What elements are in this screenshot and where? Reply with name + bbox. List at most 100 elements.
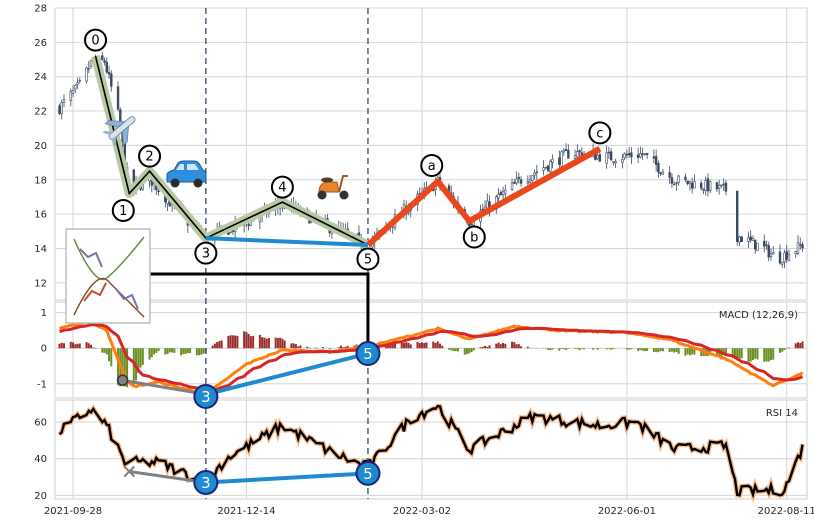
macd-hist-bar (212, 346, 214, 349)
macd-hist-bar (214, 344, 216, 349)
candle-body (70, 91, 72, 100)
wave-label-text: 2 (145, 150, 153, 165)
x-tick-label: 2022-03-02 (393, 506, 451, 517)
macd-hist-bar (79, 343, 81, 348)
macd-hist-bar (155, 348, 157, 353)
candle-body (248, 224, 250, 225)
macd-hist-bar (106, 348, 108, 354)
macd-hist-bar (297, 346, 299, 348)
macd-hist-bar (687, 348, 689, 354)
candle-body (754, 240, 756, 249)
candle-body (694, 182, 696, 188)
price-y-tick-label: 16 (34, 210, 47, 221)
macd-hist-bar (558, 348, 560, 351)
macd-hist-bar (772, 348, 774, 359)
macd-hist-bar (180, 348, 182, 355)
macd-hist-bar (455, 348, 457, 351)
macd-hist-bar (689, 348, 691, 355)
candle-body (673, 184, 675, 185)
macd-hist-bar (308, 348, 310, 349)
macd-hist-bar (200, 348, 202, 354)
wave-label-text: b (470, 230, 478, 245)
macd-hist-bar (660, 348, 662, 351)
macd-hist-bar (750, 348, 752, 361)
candle-body (703, 189, 705, 190)
macd-badge-text: 5 (363, 345, 373, 363)
macd-hist-bar (513, 342, 515, 348)
macd-hist-bar (419, 343, 421, 348)
macd-hist-bar (74, 344, 76, 348)
wave-label-text: 5 (364, 253, 372, 268)
candle-body (511, 183, 513, 190)
macd-hist-bar (642, 348, 644, 351)
candle-body (630, 153, 632, 157)
macd-hist-bar (243, 331, 245, 348)
candle-body (705, 180, 707, 190)
candle-body (768, 245, 770, 257)
macd-hist-bar (322, 347, 324, 348)
candle-body (77, 83, 79, 85)
candle-body (691, 183, 693, 188)
candle-body (471, 224, 473, 225)
macd-hist-bar (581, 348, 583, 349)
macd-hist-bar (655, 348, 657, 352)
candle-body (763, 241, 765, 246)
macd-hist-bar (142, 348, 144, 365)
candle-body (536, 172, 538, 173)
macd-hist-bar (182, 348, 184, 354)
candle-body (678, 176, 680, 183)
x-tick-label: 2022-08-11 (758, 506, 814, 517)
macd-hist-bar (70, 342, 72, 348)
macd-hist-bar (768, 348, 770, 361)
candle-body (599, 155, 601, 162)
candle-body (779, 252, 781, 263)
macd-hist-bar (653, 348, 655, 352)
macd-y-tick-label: -1 (37, 379, 47, 390)
macd-hist-bar (547, 348, 549, 350)
macd-hist-bar (72, 342, 74, 348)
candle-body (498, 194, 500, 198)
candle-body (504, 190, 506, 193)
candle-body (748, 238, 750, 242)
candle-body (802, 245, 804, 248)
macd-hist-bar (437, 341, 439, 348)
x-tick-label: 2021-09-28 (44, 506, 102, 517)
rsi-badge-text: 5 (363, 465, 373, 483)
candle-body (61, 102, 63, 113)
macd-hist-bar (218, 341, 220, 348)
candle-body (795, 251, 797, 253)
macd-hist-bar (563, 348, 565, 349)
macd-hist-bar (230, 335, 232, 348)
macd-hist-bar (500, 344, 502, 348)
macd-hist-bar (741, 348, 743, 358)
candle-body (700, 183, 702, 188)
macd-hist-bar (610, 348, 612, 350)
macd-hist-bar (169, 348, 171, 352)
candle-body (642, 154, 644, 155)
macd-hist-bar (416, 342, 418, 348)
candle-body (621, 159, 623, 162)
x-tick-label: 2022-06-01 (598, 506, 656, 517)
macd-hist-bar (480, 347, 482, 348)
macd-hist-bar (518, 344, 520, 348)
macd-hist-bar (565, 348, 567, 350)
candle-body (799, 244, 801, 245)
macd-hist-bar (252, 336, 254, 348)
macd-hist-bar (189, 348, 191, 353)
macd-hist-bar (795, 343, 797, 348)
macd-hist-bar (561, 348, 563, 349)
price-y-tick-label: 22 (34, 107, 47, 118)
candle-body (770, 253, 772, 256)
macd-hist-bar (671, 348, 673, 351)
macd-hist-bar (783, 348, 785, 350)
macd-hist-bar (88, 343, 90, 348)
macd-hist-bar (579, 348, 581, 350)
candle-body (644, 154, 646, 155)
candle-body (520, 180, 522, 184)
candle-body (718, 185, 720, 188)
candle-body (574, 155, 576, 158)
candle-body (669, 172, 671, 177)
candle-body (687, 181, 689, 184)
